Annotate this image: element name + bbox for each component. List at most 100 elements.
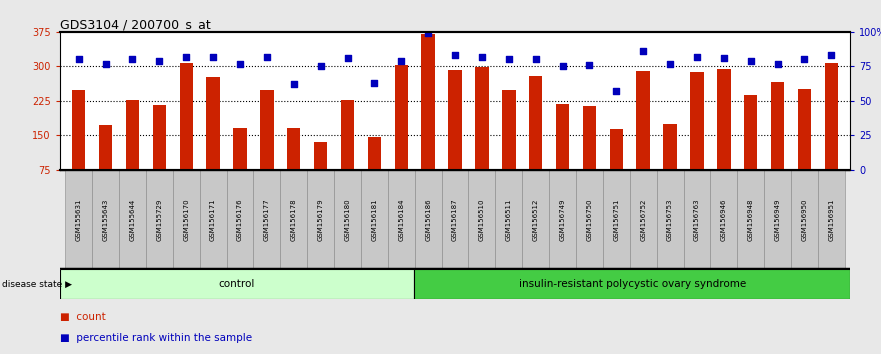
Bar [610, 130, 623, 204]
Bar [502, 90, 515, 204]
Bar [529, 75, 543, 204]
Text: GSM156948: GSM156948 [748, 198, 754, 241]
Text: GSM156749: GSM156749 [559, 198, 566, 241]
Bar [173, 170, 200, 269]
Text: GSM156181: GSM156181 [372, 198, 377, 241]
Bar [421, 34, 435, 204]
Bar [280, 170, 307, 269]
Point [206, 54, 220, 59]
Text: GSM156179: GSM156179 [318, 198, 323, 241]
Bar [630, 170, 656, 269]
Point [367, 80, 381, 86]
Text: GSM156186: GSM156186 [426, 198, 431, 241]
Text: GSM156187: GSM156187 [452, 198, 458, 241]
Bar [99, 125, 112, 204]
Bar [180, 63, 193, 204]
Text: GSM156951: GSM156951 [828, 198, 834, 241]
Point [582, 62, 596, 68]
Bar [361, 170, 388, 269]
Text: control: control [218, 279, 255, 289]
Text: GSM156763: GSM156763 [694, 198, 700, 241]
Point [394, 58, 408, 64]
Point [233, 61, 247, 67]
Point [502, 57, 516, 62]
Point [340, 55, 354, 61]
Point [421, 30, 435, 36]
Text: ■  count: ■ count [60, 312, 106, 322]
Bar [475, 67, 489, 204]
Point [797, 57, 811, 62]
Bar [65, 170, 93, 269]
Point [771, 61, 785, 67]
Bar [448, 70, 462, 204]
Text: GSM156949: GSM156949 [774, 198, 781, 241]
Text: GSM156511: GSM156511 [506, 198, 512, 241]
Bar [522, 170, 549, 269]
Point [744, 58, 758, 64]
Bar [287, 128, 300, 204]
Bar [119, 170, 146, 269]
Bar [254, 170, 280, 269]
Text: GSM155729: GSM155729 [156, 198, 162, 241]
Bar [684, 170, 710, 269]
Text: GSM156750: GSM156750 [587, 198, 592, 241]
Bar [93, 170, 119, 269]
Point [556, 64, 570, 69]
Bar [367, 137, 381, 204]
Bar [636, 71, 650, 204]
Point [314, 64, 328, 69]
Point [448, 52, 463, 58]
Bar [656, 170, 684, 269]
Bar [126, 99, 139, 204]
Bar [414, 269, 850, 299]
Text: GSM156512: GSM156512 [533, 198, 538, 241]
Point [636, 48, 650, 54]
Text: GSM156178: GSM156178 [291, 198, 297, 241]
Text: ■  percentile rank within the sample: ■ percentile rank within the sample [60, 333, 252, 343]
Point [152, 58, 167, 64]
Bar [395, 65, 408, 204]
Point [690, 54, 704, 59]
Bar [690, 72, 704, 204]
Bar [495, 170, 522, 269]
Text: GSM156170: GSM156170 [183, 198, 189, 241]
Bar [200, 170, 226, 269]
Text: GSM156184: GSM156184 [398, 198, 404, 241]
Bar [710, 170, 737, 269]
Bar [441, 170, 469, 269]
Text: GSM156176: GSM156176 [237, 198, 243, 241]
Bar [663, 124, 677, 204]
Bar [737, 170, 764, 269]
Text: GSM156752: GSM156752 [640, 198, 646, 241]
Bar [469, 170, 495, 269]
Text: insulin-resistant polycystic ovary syndrome: insulin-resistant polycystic ovary syndr… [519, 279, 746, 289]
Point [663, 61, 677, 67]
Bar [549, 170, 576, 269]
Point [71, 57, 85, 62]
Text: GSM156171: GSM156171 [211, 198, 216, 241]
Text: GSM156751: GSM156751 [613, 198, 619, 241]
Bar [582, 107, 596, 204]
Text: GSM156946: GSM156946 [721, 198, 727, 241]
Bar [72, 90, 85, 204]
Bar [576, 170, 603, 269]
Bar [717, 69, 730, 204]
Text: GSM155631: GSM155631 [76, 198, 82, 241]
Text: GSM156950: GSM156950 [802, 198, 808, 241]
Text: GDS3104 / 200700_s_at: GDS3104 / 200700_s_at [60, 18, 211, 31]
Bar [341, 99, 354, 204]
Bar [206, 77, 220, 204]
Bar [744, 95, 758, 204]
Text: GSM156753: GSM156753 [667, 198, 673, 241]
Bar [764, 170, 791, 269]
Bar [260, 90, 274, 204]
Bar [771, 82, 784, 204]
Bar [334, 170, 361, 269]
Bar [556, 104, 569, 204]
Bar [818, 170, 845, 269]
Bar [791, 170, 818, 269]
Bar [226, 170, 254, 269]
Bar [388, 170, 415, 269]
Bar [603, 170, 630, 269]
Point [475, 54, 489, 59]
